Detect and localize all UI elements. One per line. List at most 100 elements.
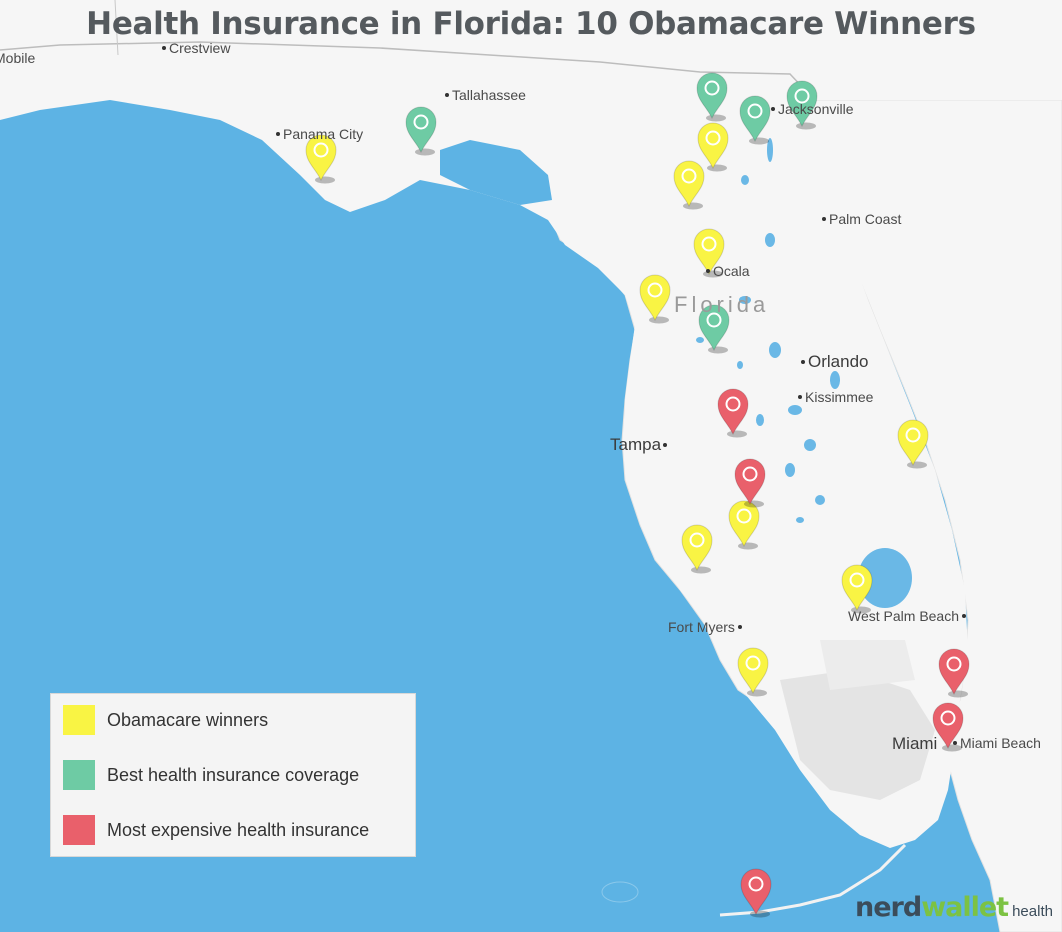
city-label-mobile: Mobile	[0, 50, 36, 66]
pin-shadow	[649, 316, 669, 324]
map-pin-yellow[interactable]	[841, 564, 873, 614]
pin-body	[639, 274, 671, 322]
pin-ring	[940, 710, 956, 726]
city-label-ocala: Ocala	[706, 263, 750, 279]
map-pin-red[interactable]	[740, 868, 772, 918]
pin-shadow	[706, 114, 726, 122]
pin-ring	[413, 114, 429, 130]
map-pin-green[interactable]	[739, 95, 771, 145]
pin-ring	[689, 532, 705, 548]
pin-ring	[705, 130, 721, 146]
pin-shadow	[683, 202, 703, 210]
map-pin-red[interactable]	[734, 458, 766, 508]
pin-ring	[681, 168, 697, 184]
map-pin-yellow[interactable]	[305, 134, 337, 184]
pin-body	[734, 458, 766, 506]
pin-ring	[704, 80, 720, 96]
state-border-west	[114, 0, 119, 56]
state-label: Florida	[674, 292, 770, 317]
island-outline	[601, 881, 639, 903]
pin-body	[938, 648, 970, 696]
pin-body	[405, 106, 437, 154]
map-pin-yellow[interactable]	[673, 160, 705, 210]
pin-body	[696, 72, 728, 120]
map-pin-green[interactable]	[696, 72, 728, 122]
pin-body	[305, 134, 337, 182]
legend-label: Most expensive health insurance	[107, 819, 370, 840]
lakes	[696, 138, 840, 523]
state-border	[0, 41, 806, 91]
city-dot	[953, 741, 957, 746]
pin-ring	[736, 508, 752, 524]
pin-body	[697, 122, 729, 170]
city-dot	[798, 395, 802, 400]
apalachee-bay	[440, 140, 552, 205]
map-pin-red[interactable]	[717, 388, 749, 438]
pin-shadow	[315, 176, 335, 184]
map-pin-green[interactable]	[405, 106, 437, 156]
city-dot	[445, 93, 449, 98]
pin-body	[897, 419, 929, 467]
pin-ring	[794, 88, 810, 104]
map-pin-yellow[interactable]	[697, 122, 729, 172]
pin-shadow	[948, 690, 968, 698]
pin-body	[739, 95, 771, 143]
pin-body	[737, 647, 769, 695]
city-dot	[962, 614, 967, 619]
map-pin-yellow[interactable]	[737, 647, 769, 697]
map-pin-yellow[interactable]	[681, 524, 713, 574]
pin-body	[932, 702, 964, 750]
map-pin-yellow[interactable]	[639, 274, 671, 324]
map-pin-red[interactable]	[932, 702, 964, 752]
pin-ring	[905, 427, 921, 443]
everglades	[780, 670, 935, 800]
city-dot	[276, 132, 280, 137]
city-dot	[162, 46, 166, 51]
city-label-palm-coast: Palm Coast	[822, 211, 901, 227]
city-label-fort-myers: Fort Myers	[668, 619, 745, 635]
map-pin-yellow[interactable]	[693, 228, 725, 278]
city-label-tallahassee: Tallahassee	[445, 87, 526, 103]
map-pin-yellow[interactable]	[897, 419, 929, 469]
legend-item-best-coverage: Best health insurance coverage	[63, 760, 359, 790]
pin-ring	[742, 466, 758, 482]
nerdwallet-logo: nerdwallet health	[855, 892, 1053, 923]
city-dot	[822, 217, 826, 222]
city-dot	[801, 359, 805, 364]
pin-ring	[747, 103, 763, 119]
map-legend: Obamacare winners Best health insurance …	[50, 693, 416, 857]
pin-shadow	[727, 430, 747, 438]
conservation-area	[820, 640, 915, 690]
pin-shadow	[749, 137, 769, 145]
pin-body	[681, 524, 713, 572]
pin-ring	[313, 142, 329, 158]
map-pin-green[interactable]	[698, 304, 730, 354]
pin-shadow	[942, 744, 962, 752]
pin-ring	[745, 655, 761, 671]
legend-label: Obamacare winners	[107, 709, 269, 730]
pin-ring	[849, 572, 865, 588]
legend-swatch-red	[63, 815, 95, 845]
map-title: Health Insurance in Florida: 10 Obamacar…	[86, 6, 976, 42]
city-label-crestview: Crestview	[162, 40, 230, 56]
pin-shadow	[907, 461, 927, 469]
map-pin-green[interactable]	[786, 80, 818, 130]
lake-okeechobee	[858, 548, 912, 608]
pin-shadow	[738, 542, 758, 550]
pin-body	[841, 564, 873, 612]
pin-body	[698, 304, 730, 352]
map-pin-yellow[interactable]	[728, 500, 760, 550]
city-label-panama-city: Panama City	[276, 126, 363, 142]
city-label-kissimmee: Kissimmee	[798, 389, 873, 405]
legend-item-most-expensive: Most expensive health insurance	[63, 815, 369, 845]
city-dot	[706, 269, 710, 274]
pin-body	[728, 500, 760, 548]
city-dot	[771, 107, 775, 112]
pin-ring	[647, 282, 663, 298]
map-pin-red[interactable]	[938, 648, 970, 698]
florida-keys	[719, 843, 907, 917]
pin-body	[717, 388, 749, 436]
city-label-miami: Miami	[892, 734, 938, 753]
pin-body	[786, 80, 818, 128]
pin-shadow	[744, 500, 764, 508]
